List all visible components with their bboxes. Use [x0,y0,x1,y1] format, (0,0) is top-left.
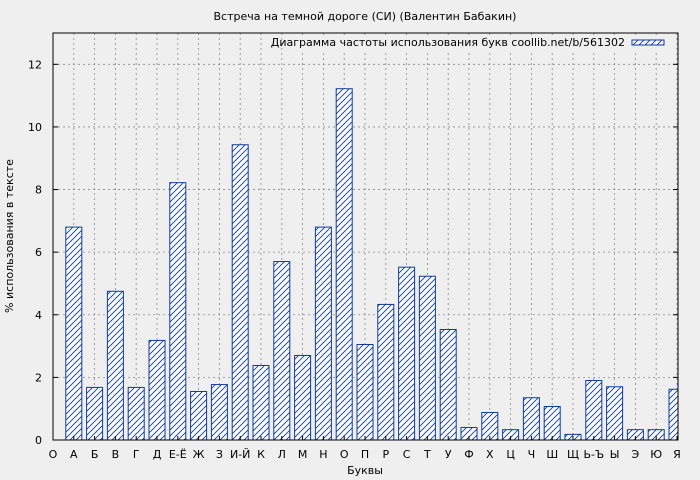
grid [53,33,678,440]
bar [377,303,395,441]
x-tick-label: Ц [506,448,515,461]
bar [106,290,124,441]
bar [668,388,679,441]
y-axis: 0 2 4 6 8 10 12 [28,58,678,447]
x-tick-label: Ь-Ъ [583,448,604,461]
x-axis: О А Б В Г Д Е-Ё Ж З И-Й К Л М Н О П Р С Т У Ф Х Ц Ч Ш Щ Ь-Ъ Ы Э Ю Я [49,436,681,461]
x-tick-label: Ы [610,448,620,461]
bar [481,411,499,441]
y-tick-label: 8 [35,184,42,197]
x-tick-label: Щ [567,448,579,461]
bar [273,261,291,441]
x-tick-label: Е-Ё [169,448,187,461]
x-tick-label: Ж [193,448,205,461]
y-axis-label: % использования в тексте [3,159,16,313]
x-tick-label: Х [486,448,494,461]
bar [418,275,436,441]
chart-title: Встреча на темной дороге (СИ) (Валентин … [214,10,517,23]
x-tick-label: О [49,448,58,461]
bar [169,182,187,441]
x-tick-label: Ч [528,448,536,461]
x-tick-label: З [216,448,223,461]
x-tick-label: Р [382,448,389,461]
x-tick-label: К [257,448,265,461]
bar [252,364,270,441]
x-tick-label: Ш [546,448,558,461]
legend-box [283,35,675,51]
bar [127,386,145,441]
x-tick-label: В [112,448,120,461]
y-tick-label: 4 [35,309,42,322]
bar [398,266,416,441]
bar [65,226,83,441]
bar [231,144,249,441]
y-tick-label: 10 [28,121,42,134]
bar [314,226,332,441]
bar [606,386,624,441]
x-tick-label: Б [91,448,99,461]
bar [335,88,353,441]
x-tick-label: У [445,448,452,461]
y-tick-label: 12 [28,58,42,71]
bar [86,386,104,441]
bar [294,354,312,441]
y-tick-label: 2 [35,371,42,384]
x-tick-label: И-Й [230,448,250,461]
bar [190,390,208,441]
bar [148,339,166,441]
legend-swatch [631,39,665,46]
bar [543,406,561,441]
bar [439,328,457,441]
bar [585,380,603,441]
x-axis-label: Буквы [347,464,383,477]
x-tick-label: М [298,448,308,461]
legend: Диаграмма частоты использования букв coo… [271,35,675,51]
y-tick-label: 6 [35,246,42,259]
y-tick-label: 0 [35,434,42,447]
bar [522,397,540,441]
x-tick-label: Д [153,448,162,461]
x-tick-label: Н [319,448,327,461]
x-tick-label: Г [133,448,140,461]
x-tick-label: Т [423,448,431,461]
x-tick-label: О [340,448,349,461]
x-tick-label: Л [278,448,286,461]
x-tick-label: Ф [464,448,473,461]
x-tick-label: С [403,448,411,461]
x-tick-label: Э [632,448,640,461]
legend-label: Диаграмма частоты использования букв coo… [271,36,625,49]
x-tick-label: П [361,448,369,461]
x-tick-label: Я [673,448,681,461]
x-tick-label: Ю [650,448,662,461]
x-tick-label: А [70,448,78,461]
bar [210,384,228,441]
bar [356,344,374,441]
